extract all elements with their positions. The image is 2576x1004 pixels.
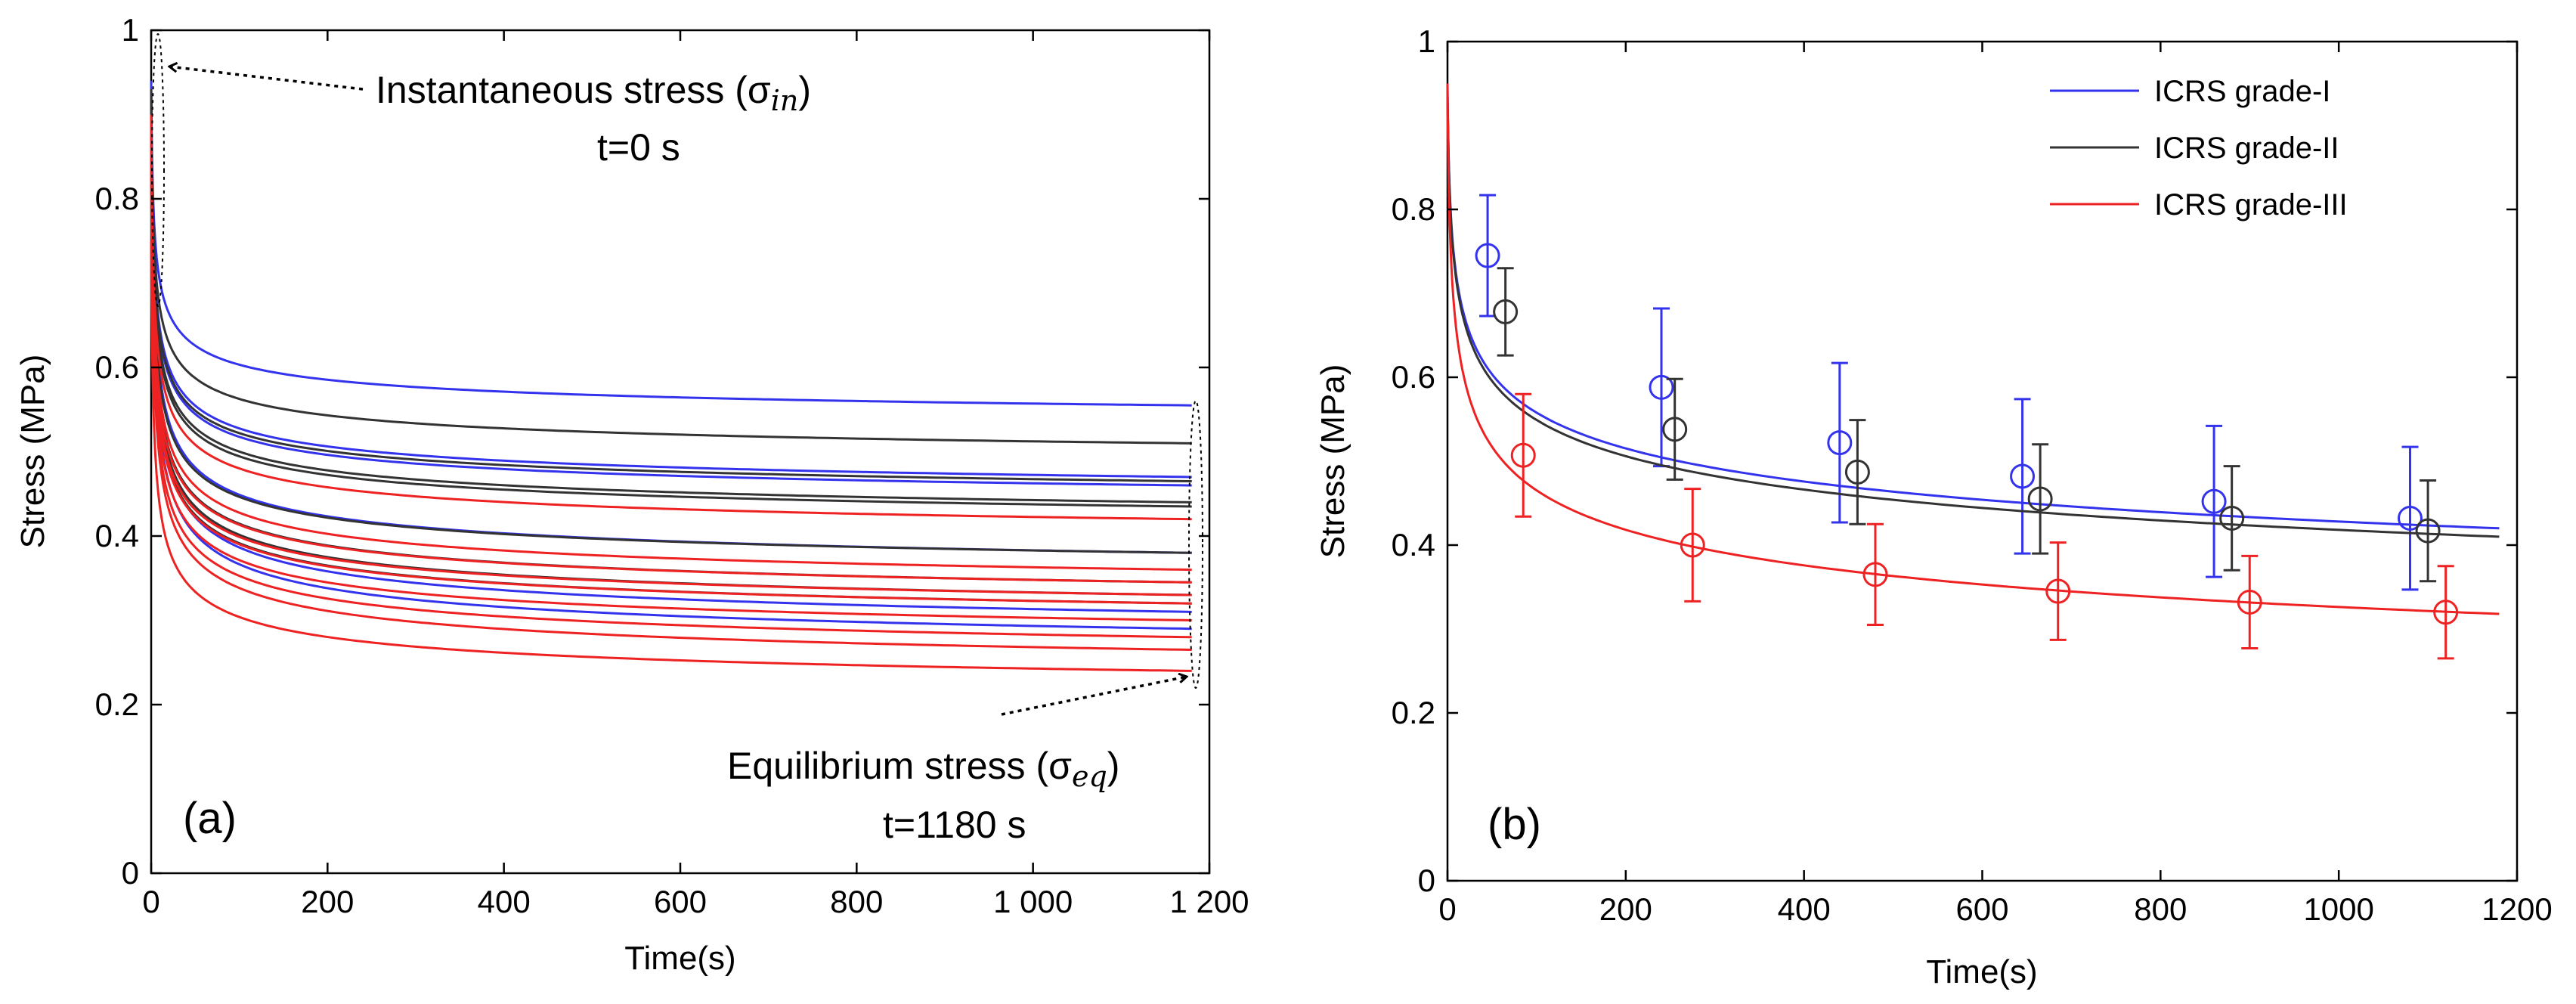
x-axis-title-a: Time(s): [624, 940, 735, 977]
series-line-black-1: [150, 88, 1192, 445]
x-tick-label: 1 200: [1169, 884, 1249, 919]
y-ticks-b: 0 0.2 0.4 0.6 0.8 1: [1392, 23, 2517, 898]
y-tick-label: 0.6: [1392, 359, 1435, 395]
x-tick-label: 1 000: [993, 884, 1073, 919]
x-tick-label: 600: [654, 884, 707, 919]
y-tick-label: 0.8: [1392, 191, 1435, 227]
data-point-marker: [1827, 430, 1853, 456]
instantaneous-annotation: Instantaneous stress (σin): [376, 69, 811, 117]
series-line-blue-5: [150, 98, 1192, 613]
series-lines-a: [150, 80, 1192, 672]
x-tick-label: 400: [1778, 891, 1831, 927]
series-line-blue-1: [150, 80, 1192, 407]
end-bracket-ellipse: [1188, 400, 1203, 689]
series-line-red-8: [150, 156, 1192, 651]
data-point-marker: [2010, 463, 2036, 489]
legend-label: ICRS grade-II: [2154, 132, 2339, 165]
plot-area-b: [1446, 40, 2519, 882]
data-point-marker: [2045, 578, 2071, 604]
legend-b: ICRS grade-I ICRS grade-II ICRS grade-III: [2050, 75, 2348, 222]
data-point-marker: [2027, 486, 2053, 512]
x-tick-label: 0: [142, 884, 159, 919]
y-tick-label: 0.6: [95, 349, 139, 385]
data-point-marker: [2433, 600, 2459, 625]
panel-label-b: (b): [1488, 800, 1541, 849]
x-tick-label: 200: [1599, 891, 1652, 927]
data-point-marker: [2237, 589, 2262, 615]
y-ticks-a: 0 0.2 0.4 0.6 0.8 1: [95, 12, 1209, 891]
series-line-black-4: [150, 106, 1192, 508]
panel-label-a: (a): [183, 794, 237, 843]
instantaneous-close: ): [798, 69, 811, 111]
series-line-red-4: [150, 131, 1192, 597]
x-tick-label: 0: [1438, 891, 1456, 927]
equilibrium-subscript: eq: [1072, 760, 1107, 793]
equilibrium-close: ): [1107, 745, 1120, 787]
y-tick-label: 0.2: [95, 686, 139, 722]
data-point-marker: [1680, 532, 1705, 558]
fit-curve-grade-1: [1446, 83, 2500, 530]
x-axis-title-b: Time(s): [1926, 953, 2037, 990]
legend-label: ICRS grade-III: [2154, 188, 2348, 222]
data-point-marker: [1649, 374, 1674, 400]
chart-panel-a: 0 200 400 600 800 1 000 1 200 0 0.2 0.4 0.6 0.8 1 I…: [14, 12, 1249, 977]
equilibrium-time: t=1180 s: [883, 804, 1026, 846]
data-point-marker: [2415, 518, 2441, 544]
series-line-black-5: [150, 106, 1192, 554]
series-line-black-2: [150, 98, 1192, 482]
y-tick-label: 0.2: [1392, 695, 1435, 730]
series-line-red-5: [150, 131, 1192, 605]
x-ticks-b: 0 200 400 600 800 1000 1200: [1438, 42, 2553, 927]
data-point-marker: [1862, 562, 1888, 587]
series-line-red-1: [150, 114, 1192, 521]
data-point-marker: [1510, 442, 1536, 468]
start-bracket-ellipse: [151, 33, 165, 307]
x-tick-label: 1200: [2482, 891, 2552, 927]
y-tick-label: 0.4: [95, 518, 139, 553]
series-line-red-7: [150, 148, 1192, 639]
y-tick-label: 0.4: [1392, 527, 1435, 562]
fit-curve-grade-3: [1446, 83, 2500, 615]
y-tick-label: 1: [1418, 23, 1435, 59]
x-ticks-a: 0 200 400 600 800 1 000 1 200: [142, 30, 1249, 919]
fit-curve-grade-2: [1446, 83, 2500, 538]
y-tick-label: 0.8: [95, 181, 139, 216]
x-tick-label: 1000: [2303, 891, 2373, 927]
legend-label: ICRS grade-I: [2154, 75, 2330, 108]
y-tick-label: 0: [1418, 863, 1435, 898]
data-point-marker: [1475, 243, 1500, 268]
data-point-marker: [2398, 505, 2423, 531]
data-point-marker: [2219, 505, 2245, 531]
y-axis-title-a: Stress (MPa): [14, 355, 51, 549]
series-line-black-3: [150, 98, 1192, 504]
x-tick-label: 200: [301, 884, 354, 919]
data-point-marker: [1662, 417, 1688, 442]
x-tick-label: 800: [830, 884, 883, 919]
x-tick-label: 600: [1955, 891, 2008, 927]
instantaneous-time: t=0 s: [597, 126, 680, 169]
y-tick-label: 0: [122, 855, 139, 891]
x-tick-label: 800: [2134, 891, 2187, 927]
instantaneous-subscript: in: [771, 84, 799, 117]
y-tick-label: 1: [122, 12, 139, 48]
series-b: [1446, 83, 2500, 660]
data-point-marker: [1844, 459, 1870, 485]
series-line-blue-6: [150, 114, 1192, 631]
series-line-red-6: [150, 139, 1192, 621]
series-line-blue-3: [150, 98, 1192, 487]
series-line-red-9: [150, 240, 1192, 672]
series-line-red-3: [150, 122, 1192, 584]
x-tick-label: 400: [478, 884, 531, 919]
equilibrium-arrow: [1001, 677, 1187, 716]
series-line-blue-2: [150, 88, 1192, 479]
equilibrium-annotation: Equilibrium stress (σeq): [727, 745, 1119, 793]
data-point-marker: [1493, 299, 1519, 324]
data-point-marker: [2201, 488, 2227, 514]
y-axis-title-b: Stress (MPa): [1314, 364, 1351, 559]
instantaneous-text: Instantaneous stress (σ: [376, 69, 771, 111]
series-line-red-2: [150, 114, 1192, 572]
chart-panel-b: 0 200 400 600 800 1000 1200 0 0.2 0.4 0.6 0.8 1 ICR…: [1314, 23, 2553, 990]
equilibrium-text: Equilibrium stress (σ: [727, 745, 1072, 787]
